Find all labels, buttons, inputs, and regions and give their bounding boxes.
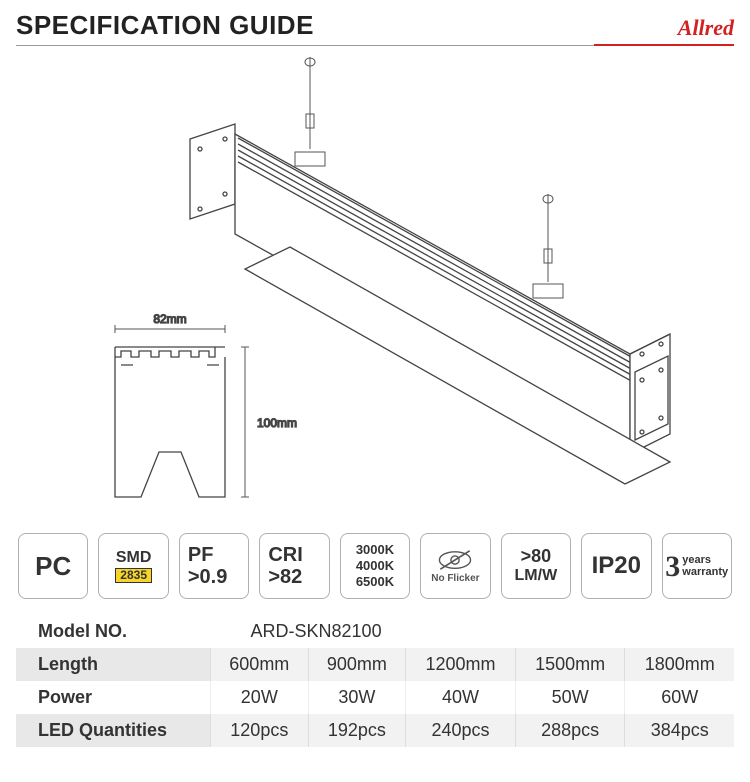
label-power: Power: [16, 681, 211, 714]
cell: 192pcs: [308, 714, 406, 747]
spec-table: Model NO. ARD-SKN82100 Length 600mm 900m…: [16, 615, 734, 747]
value-model: ARD-SKN82100: [211, 615, 734, 648]
page-title: SPECIFICATION GUIDE: [16, 10, 314, 41]
label-model: Model NO.: [16, 615, 211, 648]
badge-noflicker: No Flicker: [420, 533, 490, 599]
brand-underline: [594, 44, 734, 46]
badge-cri: CRI>82: [259, 533, 329, 599]
cell: 40W: [406, 681, 516, 714]
cell: 30W: [308, 681, 406, 714]
row-power: Power 20W 30W 40W 50W 60W: [16, 681, 734, 714]
cell: 1800mm: [625, 648, 734, 681]
brand-logo: Allred: [678, 15, 734, 41]
dim-height: 100mm: [257, 416, 297, 430]
cell: 1500mm: [515, 648, 625, 681]
badge-pf: PF>0.9: [179, 533, 249, 599]
badge-cct: 3000K 4000K 6500K: [340, 533, 410, 599]
badge-lmw: >80 LM/W: [501, 533, 571, 599]
row-model: Model NO. ARD-SKN82100: [16, 615, 734, 648]
product-diagram: 82mm 100mm: [16, 54, 734, 519]
badge-smd: SMD 2835: [98, 533, 168, 599]
badge-warranty: 3 yearswarranty: [662, 533, 732, 599]
cell: 50W: [515, 681, 625, 714]
row-length: Length 600mm 900mm 1200mm 1500mm 1800mm: [16, 648, 734, 681]
cell: 60W: [625, 681, 734, 714]
badge-row: PC SMD 2835 PF>0.9 CRI>82 3000K 4000K 65…: [18, 533, 732, 599]
dim-width: 82mm: [153, 312, 186, 326]
no-flicker-icon: [436, 549, 474, 571]
badge-pc: PC: [18, 533, 88, 599]
row-led: LED Quantities 120pcs 192pcs 240pcs 288p…: [16, 714, 734, 747]
cell: 900mm: [308, 648, 406, 681]
cell: 600mm: [211, 648, 309, 681]
cell: 240pcs: [406, 714, 516, 747]
cell: 120pcs: [211, 714, 309, 747]
label-led: LED Quantities: [16, 714, 211, 747]
cell: 384pcs: [625, 714, 734, 747]
cell: 288pcs: [515, 714, 625, 747]
label-length: Length: [16, 648, 211, 681]
badge-ip: IP20: [581, 533, 651, 599]
cell: 1200mm: [406, 648, 516, 681]
header: SPECIFICATION GUIDE Allred: [16, 10, 734, 46]
cell: 20W: [211, 681, 309, 714]
